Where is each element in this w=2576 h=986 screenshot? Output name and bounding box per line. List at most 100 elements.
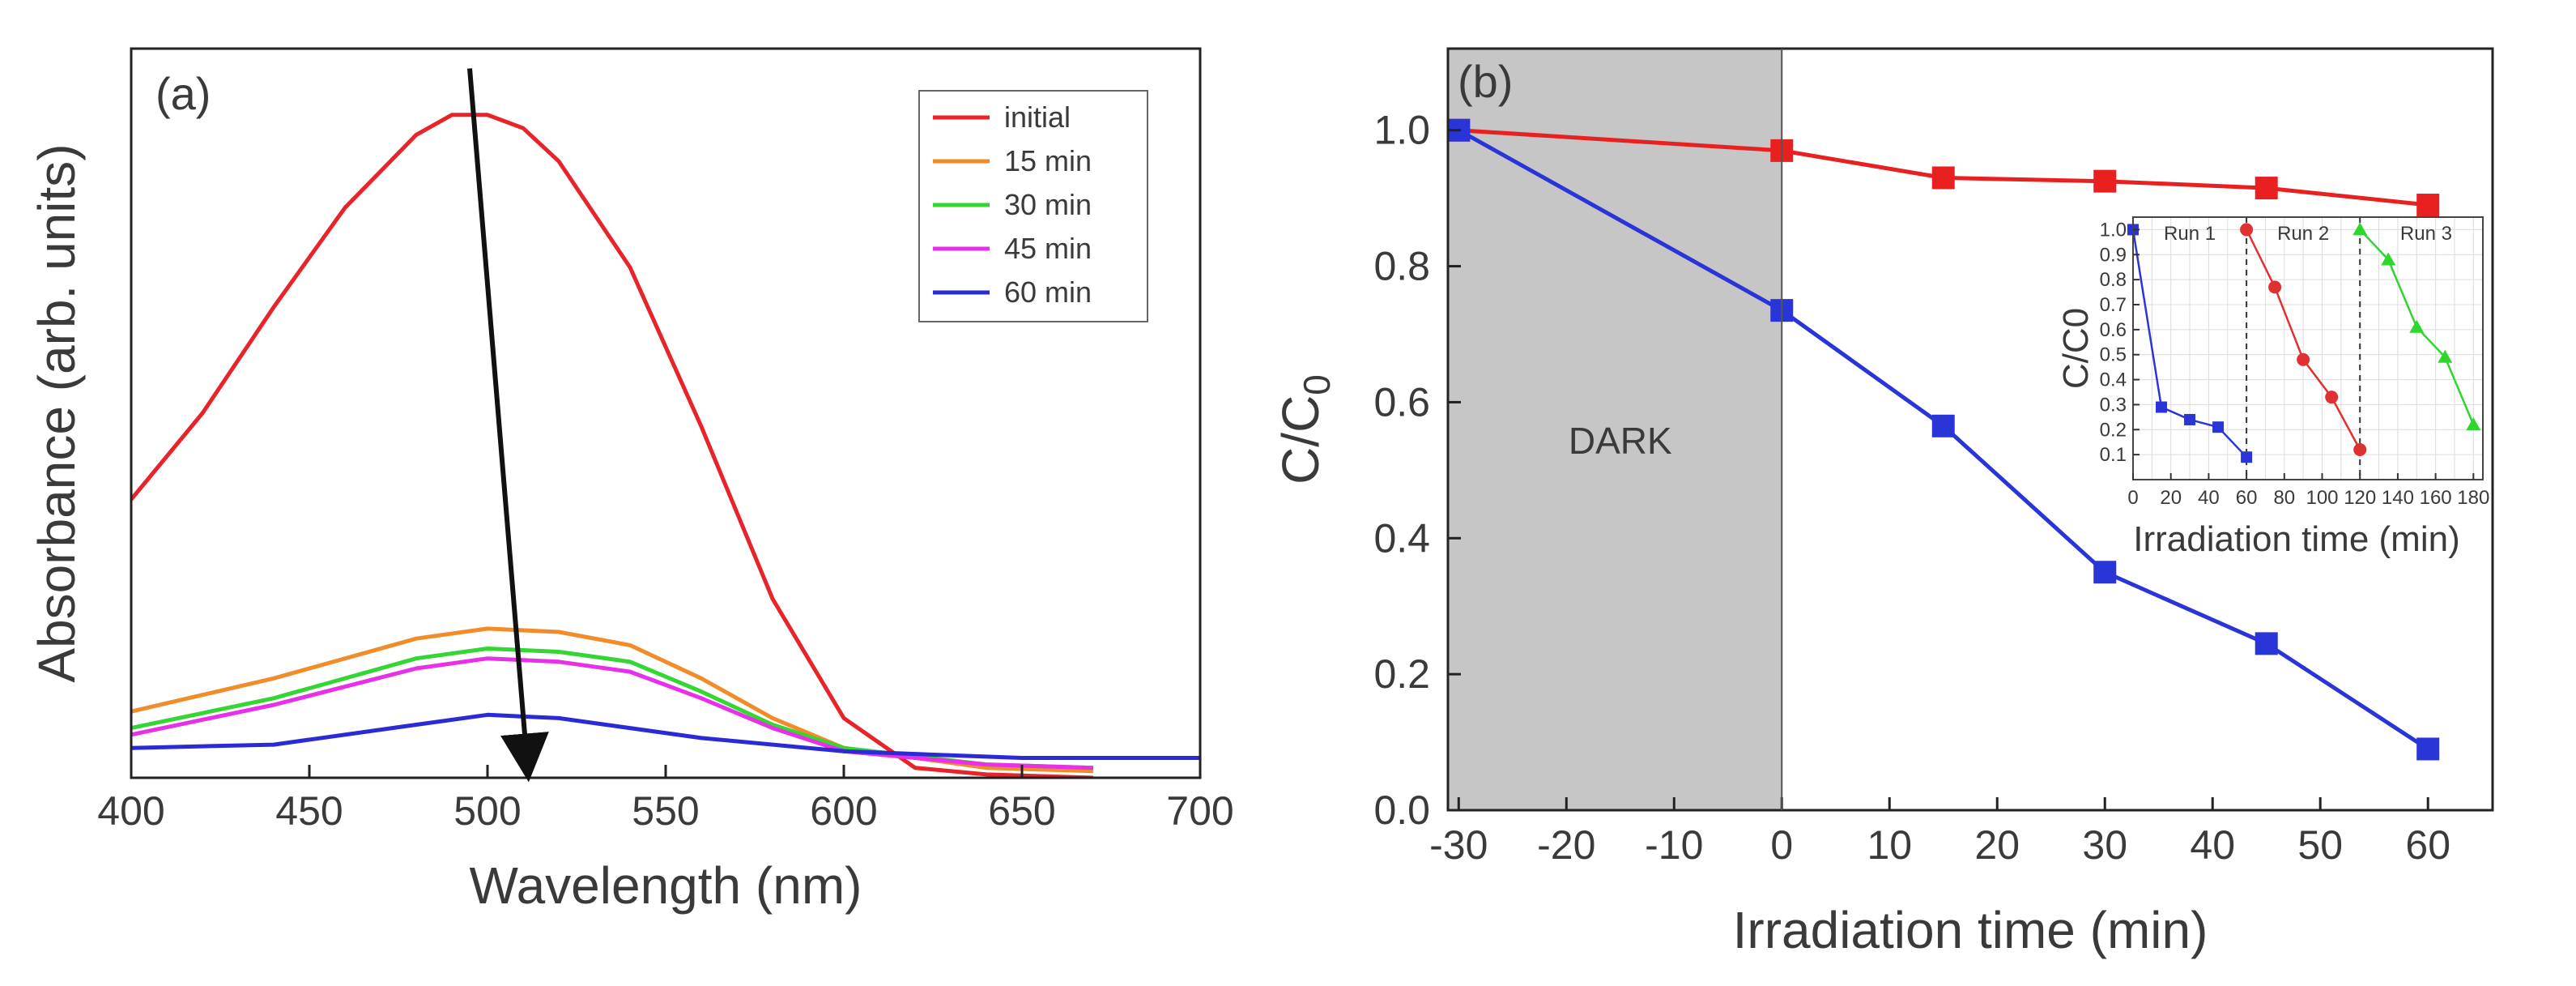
data-point-red — [2255, 177, 2278, 200]
decrease-arrow — [467, 68, 549, 783]
inset-x-tick-label: 140 — [2382, 487, 2414, 509]
y-tick-label: 0.2 — [1373, 651, 1430, 697]
data-point-blue — [2255, 632, 2278, 655]
inset-y-tick-label: 0.2 — [2100, 419, 2127, 441]
series-line-45-min — [131, 656, 1094, 770]
inset-y-tick-label: 0.9 — [2100, 244, 2127, 266]
inset-run-label: Run 3 — [2400, 223, 2452, 245]
x-tick-label: 700 — [1166, 788, 1233, 834]
data-point-blue — [1931, 414, 1955, 438]
panel-b-label: (b) — [1458, 56, 1513, 107]
y-tick-label: 0.6 — [1373, 379, 1430, 425]
panel-b-x-axis-title: Irradiation time (min) — [1733, 901, 2208, 959]
panel-a-label: (a) — [155, 68, 211, 119]
panel-a-x-ticks: 400 450 500 550 600 650 700 — [97, 765, 1234, 834]
x-tick-label: -30 — [1429, 822, 1488, 868]
inset-point-run-2 — [2325, 391, 2339, 404]
data-point-red — [2416, 194, 2440, 217]
inset-point-run-3 — [2352, 222, 2368, 236]
inset-grid — [2133, 217, 2483, 480]
y-tick-label: 0.0 — [1373, 788, 1430, 833]
data-point-blue — [2093, 561, 2117, 584]
inset-run-label: Run 2 — [2277, 223, 2329, 245]
panel-a-x-axis-title: Wavelength (nm) — [470, 856, 862, 915]
inset-point-run-1 — [2184, 413, 2196, 425]
series-line-60-min — [131, 712, 1200, 760]
inset-point-run-3 — [2466, 417, 2481, 431]
inset-x-tick-label: 160 — [2420, 487, 2452, 509]
inset-point-run-3 — [2438, 349, 2453, 363]
panel-b: DARK -30 -20 -10 0 10 20 30 40 50 60 0.0 0.2 0.4 0.6… — [1271, 47, 2494, 959]
inset-y-tick-label: 0.5 — [2100, 344, 2127, 366]
inset-x-tick-label: 60 — [2236, 487, 2258, 509]
x-tick-label: 60 — [2405, 822, 2450, 868]
inset-run-label: Run 1 — [2164, 223, 2216, 245]
data-point-red — [2093, 169, 2117, 193]
panel-b-y-axis-title: C/C0 — [1271, 374, 1338, 484]
inset-x-tick-label: 120 — [2344, 487, 2376, 509]
inset-x-tick-label: 40 — [2198, 487, 2220, 509]
inset-point-run-1 — [2212, 421, 2225, 433]
inset-series-group: Run 1 Run 2 Run 3 — [2127, 222, 2481, 463]
inset-point-run-1 — [2156, 401, 2168, 413]
inset-point-run-2 — [2353, 442, 2367, 456]
legend-label-30-min: 30 min — [1004, 188, 1092, 221]
inset-frame — [2132, 216, 2484, 480]
dark-region — [1448, 49, 1782, 810]
x-tick-label: 600 — [810, 788, 877, 834]
inset-point-run-1 — [2241, 451, 2253, 463]
data-point-blue — [2416, 737, 2440, 761]
panel-b-frame — [1446, 47, 2494, 812]
inset-y-tick-label: 0.8 — [2100, 269, 2127, 291]
x-tick-label: 650 — [988, 788, 1055, 834]
inset-y-tick-label: 0.7 — [2100, 294, 2127, 316]
x-tick-label: 450 — [275, 788, 343, 834]
inset-plot-area — [2132, 216, 2484, 480]
x-tick-label: -10 — [1645, 822, 1703, 868]
inset-point-run-3 — [2381, 252, 2396, 266]
inset-y-tick-label: 0.6 — [2100, 319, 2127, 341]
series-line-initial — [131, 113, 1094, 778]
series-line-blue — [1458, 128, 2429, 751]
inset-y-axis-title: C/C0 — [2056, 308, 2096, 389]
inset-point-run-2 — [2240, 223, 2254, 237]
inset-x-axis-title: Irradiation time (min) — [2133, 519, 2459, 559]
legend-label-60-min: 60 min — [1004, 275, 1092, 309]
inset-y-tick-label: 0.3 — [2100, 394, 2127, 416]
inset-y-tick-label: 1.0 — [2100, 219, 2127, 241]
inset-point-run-2 — [2268, 280, 2282, 294]
x-tick-label: 550 — [632, 788, 699, 834]
y-tick-label: 0.8 — [1373, 244, 1430, 289]
inset-y-tick-label: 0.1 — [2100, 444, 2127, 466]
inset-chart: Run 1 Run 2 Run 3 0 20 40 60 80 100 120 140 160 180… — [2056, 216, 2490, 559]
x-tick-label: 400 — [97, 788, 164, 834]
x-tick-label: 500 — [453, 788, 521, 834]
inset-x-tick-label: 0 — [2127, 487, 2138, 509]
x-tick-label: 10 — [1867, 822, 1912, 868]
x-tick-label: 50 — [2297, 822, 2343, 868]
inset-x-tick-label: 20 — [2160, 487, 2182, 509]
inset-y-tick-label: 0.4 — [2100, 369, 2127, 391]
inset-ticks: 0 20 40 60 80 100 120 140 160 180 0.1 0.2 0.3 0.4 0.5 0… — [2100, 219, 2490, 509]
panel-b-y-axis-title-subscript: 0 — [1296, 374, 1338, 395]
panel-b-y-axis-title-main: C/C — [1271, 395, 1330, 484]
panel-a-series-group — [131, 113, 1200, 778]
y-tick-label: 0.4 — [1373, 515, 1430, 561]
x-tick-label: 20 — [1974, 822, 2020, 868]
x-tick-label: 40 — [2190, 822, 2235, 868]
y-tick-label: 1.0 — [1373, 108, 1430, 153]
inset-x-tick-label: 100 — [2306, 487, 2338, 509]
panel-b-x-ticks: -30 -20 -10 0 10 20 30 40 50 60 — [1429, 797, 2450, 868]
panel-a-y-axis-title: Absorbance (arb. units) — [28, 143, 86, 682]
legend-label-15-min: 15 min — [1004, 144, 1092, 177]
x-tick-label: 0 — [1770, 822, 1793, 868]
series-line-red — [1458, 128, 2429, 207]
legend-label-initial: initial — [1004, 100, 1071, 134]
x-tick-label: 30 — [2082, 822, 2127, 868]
series-line-15-min — [131, 626, 1094, 774]
inset-x-tick-label: 180 — [2457, 487, 2489, 509]
dark-region-label: DARK — [1569, 420, 1672, 462]
inset-point-run-2 — [2297, 352, 2310, 366]
inset-x-tick-label: 80 — [2273, 487, 2295, 509]
